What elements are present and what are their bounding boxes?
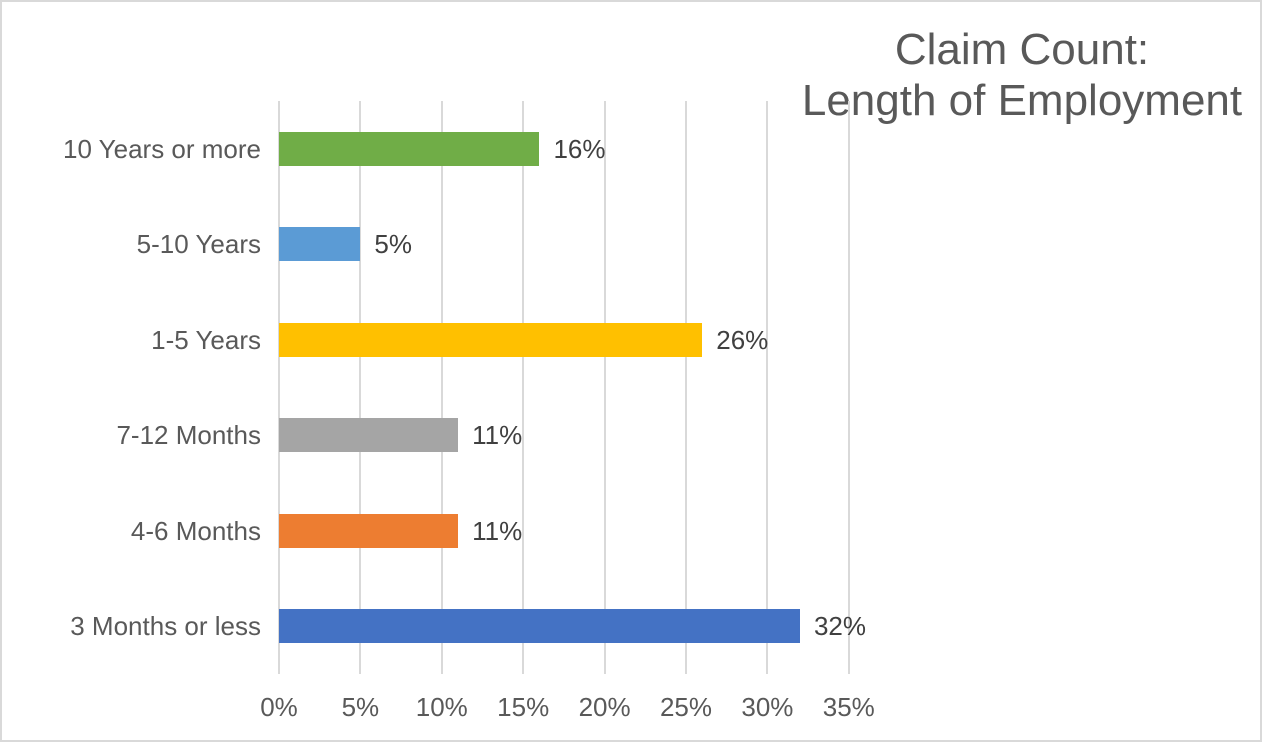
category-label: 5-10 Years (136, 229, 261, 260)
gridline (278, 101, 280, 674)
bar-value-label: 26% (716, 324, 769, 355)
category-label: 7-12 Months (116, 420, 261, 451)
category-label: 10 Years or more (62, 133, 261, 164)
bar-3-months-or-less (279, 609, 800, 644)
bar-4-6-months (279, 513, 459, 548)
x-tick-label: 30% (741, 692, 794, 722)
bar-value-label: 32% (813, 611, 866, 642)
bar-10-years-or-more (279, 131, 540, 166)
gridline (766, 101, 769, 674)
bar-7-12-months (279, 418, 459, 453)
bar-value-label: 11% (472, 420, 523, 451)
chart-title: Claim Count: Length of Employment (801, 25, 1243, 126)
gridline (685, 101, 687, 674)
bar-5-10-years (279, 227, 361, 262)
bar-1-5-years (279, 322, 703, 357)
x-tick-label: 25% (659, 692, 713, 722)
gridline (440, 101, 443, 674)
x-tick-label: 10% (415, 692, 468, 722)
category-label: 1-5 Years (151, 324, 261, 355)
x-tick-label: 20% (578, 692, 631, 722)
x-tick-label: 15% (497, 692, 550, 722)
x-tick-label: 35% (822, 692, 875, 722)
bar-value-label: 16% (553, 133, 606, 164)
category-label: 3 Months or less (70, 611, 261, 642)
gridline (603, 101, 606, 674)
category-label: 4-6 Months (130, 515, 261, 546)
bar-value-label: 5% (374, 229, 412, 260)
gridline (847, 101, 850, 674)
x-tick-label: 5% (341, 692, 380, 722)
gridline (522, 101, 525, 674)
gridline (359, 101, 362, 674)
bar-value-label: 11% (472, 515, 523, 546)
x-tick-label: 0% (260, 692, 298, 722)
